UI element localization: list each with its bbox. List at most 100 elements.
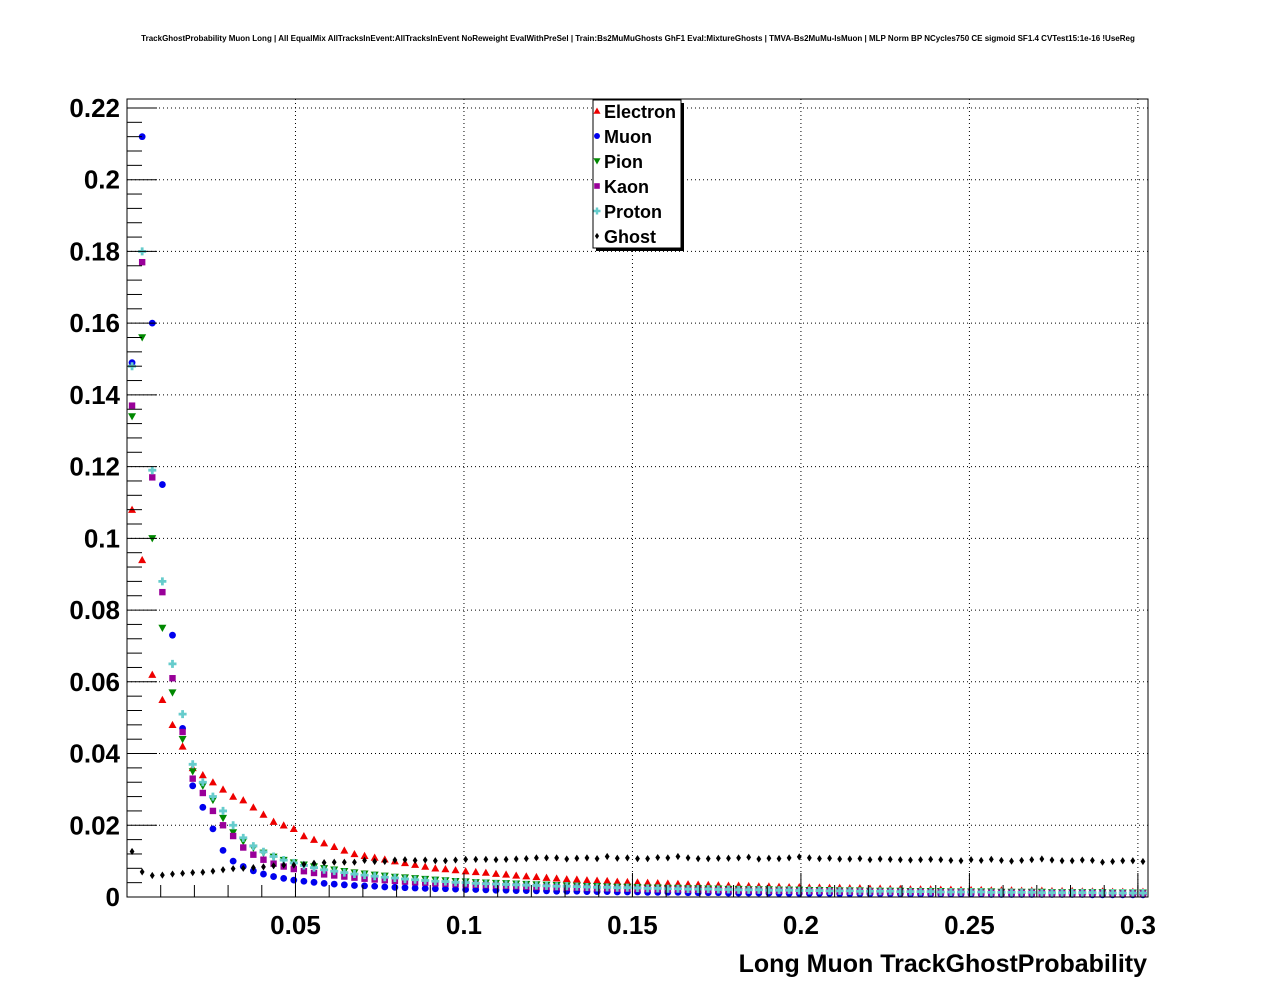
data-point [643,878,652,886]
data-point [512,880,521,889]
data-point [362,856,367,865]
data-point [310,878,318,886]
y-tick-label: 0.14 [69,380,120,410]
data-point [431,877,440,886]
data-point [786,854,792,862]
data-point [170,870,175,878]
data-point [835,886,844,895]
data-point [806,854,812,862]
data-point [603,876,612,885]
data-point [796,853,802,861]
data-point [159,871,165,879]
data-point [1088,888,1097,897]
data-point [936,887,945,896]
data-point [867,856,873,864]
legend-box [592,99,682,249]
data-point [208,778,217,786]
data-point [340,868,349,877]
data-point [1100,858,1105,866]
data-point [837,855,843,863]
y-tick-label: 0.18 [69,236,120,266]
data-point [129,847,135,856]
data-point [633,878,642,886]
data-point [897,856,903,864]
data-point [1069,857,1075,865]
data-point [280,874,288,882]
data-point [1130,857,1136,865]
data-point [1118,889,1127,898]
data-point [754,885,763,894]
data-point [503,855,509,863]
data-point [825,886,834,895]
data-point [261,863,266,871]
data-point [199,803,207,811]
data-point [724,885,733,894]
data-point [776,855,782,863]
data-point [209,807,217,815]
data-point [412,856,418,865]
data-point [279,856,288,865]
data-point [847,855,853,863]
data-point [431,885,439,893]
data-point [857,855,863,863]
data-point [734,885,743,894]
data-point [958,857,964,865]
data-point [562,882,571,891]
data-point [290,865,297,873]
data-point [675,852,681,861]
data-point [290,876,298,884]
data-point [168,689,177,697]
data-point [158,577,167,586]
x-tick-label: 0.25 [944,910,995,940]
data-point [887,855,893,863]
data-point [341,858,347,866]
y-tick-label: 0.08 [69,595,120,625]
data-point [210,867,216,875]
data-point [1039,855,1045,863]
data-point [1110,857,1116,866]
data-point [695,855,701,863]
legend-marker-muon [594,133,600,139]
data-point [665,854,671,862]
data-point [421,884,429,892]
data-point [442,885,449,893]
data-point [453,856,458,864]
data-point [978,856,984,865]
data-point [411,875,420,884]
data-point [148,670,157,678]
data-point [481,868,490,876]
data-point [906,887,915,896]
x-tick-label: 0.2 [783,910,819,940]
data-point [645,855,651,863]
data-point [715,854,721,862]
data-point [463,855,469,863]
data-point [845,886,854,895]
data-point [320,879,328,887]
data-point [269,817,278,825]
data-point [572,875,581,883]
data-point [684,885,693,894]
data-point [392,856,398,864]
grid [127,99,1148,897]
data-point [513,855,519,863]
data-point [360,871,369,880]
data-point [189,782,197,790]
data-point [532,872,541,881]
data-point [270,873,277,880]
data-point [766,854,772,862]
data-point [421,862,430,870]
data-point [1049,856,1055,864]
data-point [320,865,329,874]
data-point [582,882,591,891]
x-tick-label: 0.15 [607,910,658,940]
data-point [1017,888,1026,897]
data-point [493,856,499,864]
data-point [1078,888,1087,897]
data-point [230,865,236,873]
data-point [320,871,328,878]
data-point [330,880,338,888]
data-point [350,870,359,879]
data-point [169,631,176,639]
data-point [411,884,419,892]
data-point [381,883,389,891]
